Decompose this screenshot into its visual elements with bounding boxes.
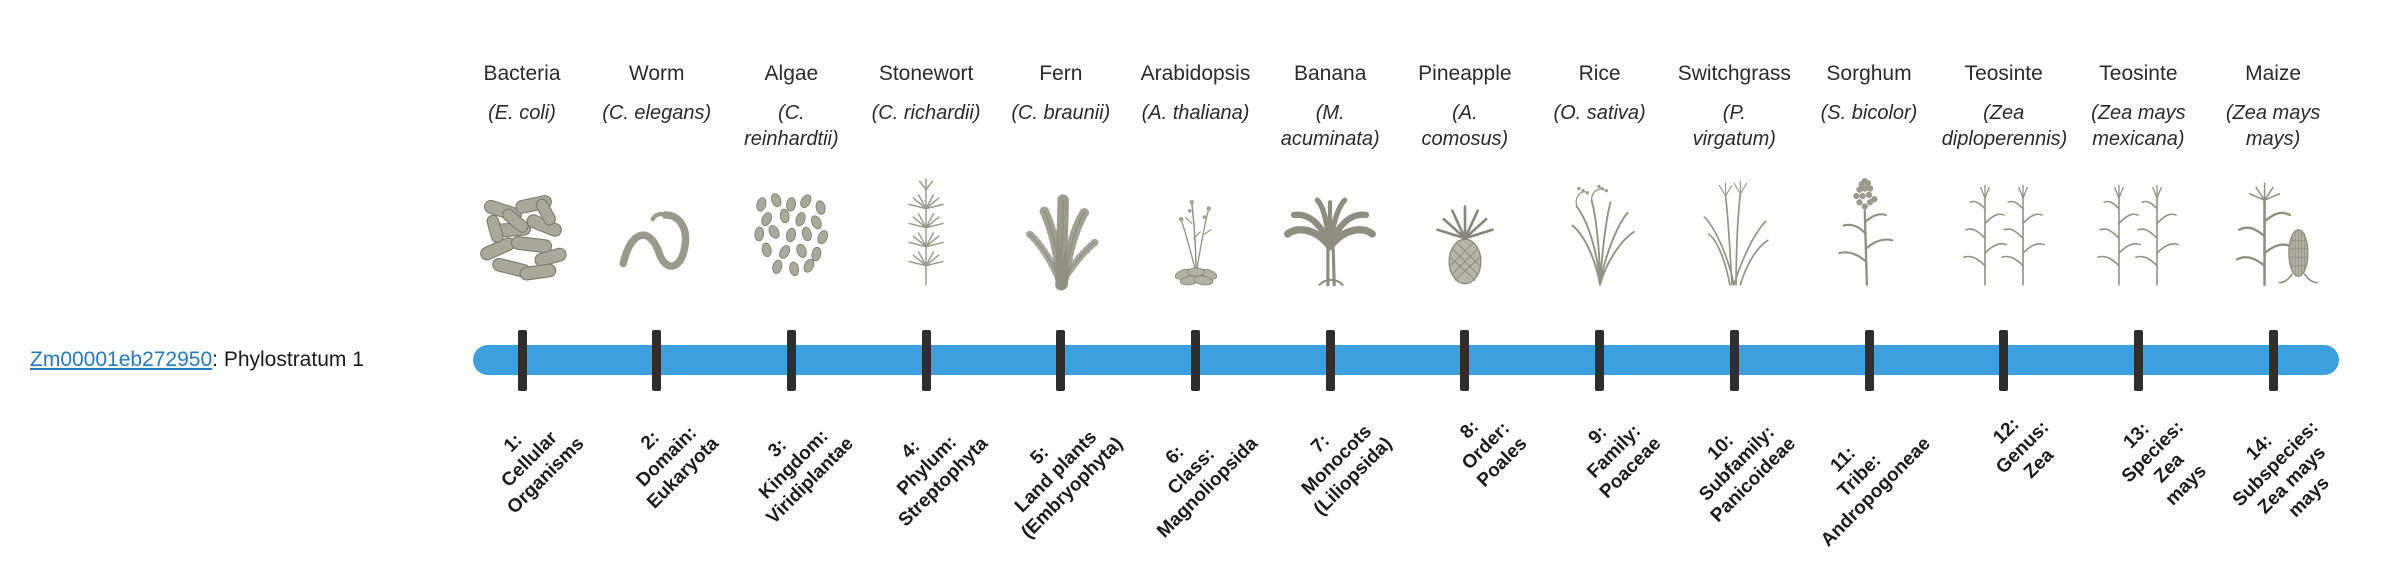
organism-scientific-name: (A. comosus) [1421,102,1509,150]
organism-common-name: Worm [628,62,685,85]
teosinte-illustration [2082,160,2194,308]
stratum-label: 11: Tribe: Andropogoneae [1817,433,1936,552]
timeline-tick [2268,330,2278,391]
organism-scientific-name: (S. bicolor) [1820,102,1918,124]
stratum-label: 8: Order: Poales [1455,416,1532,492]
timeline-tick [1325,330,1335,391]
timeline-tick [1056,330,1066,391]
gene-id-link[interactable]: Zm00001eb272950 [30,348,213,371]
organism-common-name: Fern [1039,62,1083,85]
organism-scientific-name: (C. reinhardtii) [744,102,839,150]
organism-common-name: Banana [1293,62,1367,85]
timeline-tick [1460,330,1470,391]
stratum-label: 9: Family: Poaceae [1583,420,1666,503]
organism-scientific-name: (P. virgatum) [1692,102,1776,150]
timeline-tick [1729,330,1739,391]
organism-scientific-name: (E. coli) [488,102,556,124]
stratum-label: 2: Domain: Eukaryota [632,422,724,514]
stratum-label: 6: Class: Magnoliopsida [1152,433,1262,543]
timeline-tick [652,330,662,391]
timeline-tick [2133,330,2143,391]
organism-scientific-name: (M. acuminata) [1280,102,1380,150]
organism-common-name: Rice [1578,62,1621,85]
pineapple-illustration [1409,160,1521,308]
organism-common-name: Algae [764,62,819,85]
gene-stratum-suffix: : Phylostratum 1 [212,348,364,371]
worm-illustration [601,160,713,308]
stonewort-illustration [870,160,982,308]
stratum-label: 10: Subfamily: Panicoideae [1695,421,1801,527]
organism-common-name: Pineapple [1418,62,1512,85]
timeline-tick [921,330,931,391]
organism-common-name: Teosinte [2099,62,2178,85]
fern-illustration [1005,160,1117,308]
organism-common-name: Stonewort [878,62,974,85]
organism-scientific-name: (O. sativa) [1553,102,1646,124]
timeline-tick [1864,330,1874,391]
stratum-label: 7: Monocots (Liliopsida) [1297,421,1397,520]
timeline-tick [1191,330,1200,391]
stratum-label: 3: Kingdom: Viridiplantae [754,425,858,529]
stratum-label: 13: Species: Zea mays [2118,417,2211,510]
banana-illustration [1274,160,1386,308]
algae-illustration [735,160,847,308]
stratum-label: 4: Phylum: Streptophyta [893,432,993,532]
rice-illustration [1544,160,1656,308]
organism-common-name: Switchgrass [1677,62,1791,85]
organism-scientific-name: (Zea mays mexicana) [2091,102,2186,150]
timeline-tick [517,330,527,391]
stratum-label: 14: Subspecies: Zea mays mays [2229,417,2334,522]
timeline-tick [1999,330,2009,391]
organism-scientific-name: (Zea diploperennis) [1941,102,2068,150]
organism-scientific-name: (A. thaliana) [1141,102,1250,124]
organism-scientific-name: (C. braunii) [1011,102,1111,124]
organism-scientific-name: (C. elegans) [602,102,712,124]
organism-common-name: Sorghum [1826,62,1912,85]
bacteria-illustration [466,160,578,308]
arabidopsis-illustration [1140,160,1252,308]
organism-common-name: Arabidopsis [1140,62,1251,85]
organism-scientific-name: (C. richardii) [871,102,981,124]
organism-common-name: Teosinte [1964,62,2043,85]
organism-scientific-name: (Zea mays mays) [2225,102,2321,150]
teosinte-illustration [1948,160,2060,308]
stratum-label: 5: Land plants (Embryophyta) [1010,426,1128,544]
stratum-label: 12: Genus: Zea [1989,414,2059,484]
timeline-bar [473,345,2339,375]
maize-illustration [2217,160,2329,308]
organism-common-name: Maize [2245,62,2302,85]
sorghum-illustration [1813,160,1925,308]
organism-common-name: Bacteria [483,62,561,85]
timeline-tick [1595,330,1605,391]
switchgrass-illustration [1678,160,1790,308]
timeline-tick [786,330,796,391]
stratum-label: 1: Cellular Organisms [497,427,589,519]
gene-label: Zm00001eb272950: Phylostratum 1 [30,348,364,372]
